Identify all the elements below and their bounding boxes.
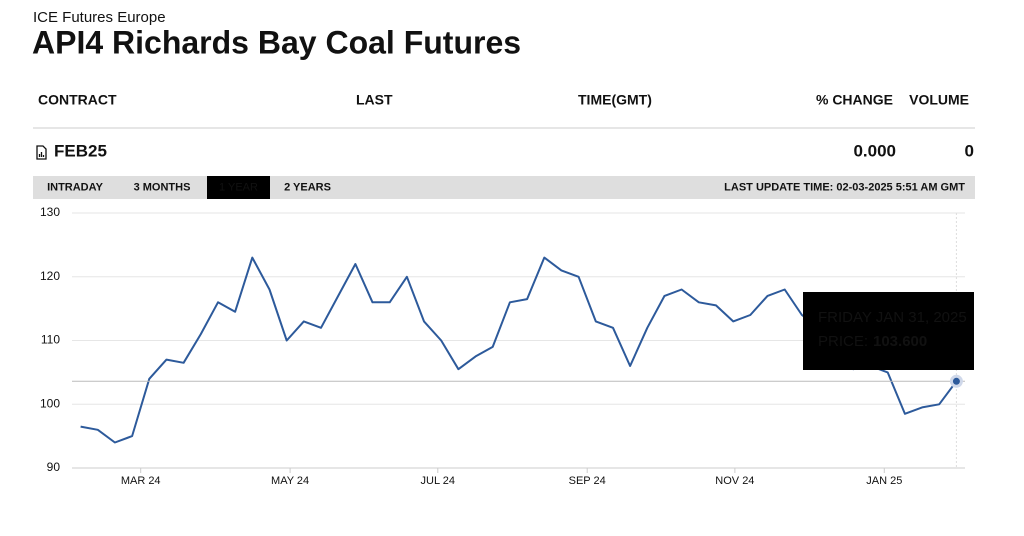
y-tick-label: 110 — [41, 333, 60, 347]
exchange: ICE Futures Europe — [33, 9, 166, 26]
file-icon — [36, 145, 47, 160]
tab-label[interactable]: 2 YEARS — [284, 181, 331, 193]
title: API4 Richards Bay Coal Futures — [32, 24, 521, 60]
tab-label[interactable]: INTRADAY — [47, 181, 103, 193]
x-tick-label: JUL 24 — [421, 475, 455, 487]
col-header: LAST — [356, 92, 393, 108]
col-header: VOLUME — [909, 92, 969, 108]
x-tick-label: MAR 24 — [121, 475, 161, 487]
y-tick-label: 120 — [40, 269, 60, 283]
x-tick-label: JAN 25 — [866, 475, 902, 487]
col-header: TIME(GMT) — [578, 92, 652, 108]
last-update: LAST UPDATE TIME: 02-03-2025 5:51 AM GMT — [724, 181, 965, 193]
tooltip-date: FRIDAY JAN 31, 2025 — [818, 309, 967, 326]
tooltip — [803, 292, 974, 370]
contract[interactable]: FEB25 — [54, 141, 107, 160]
x-tick-label: NOV 24 — [715, 475, 754, 487]
y-tick-label: 130 — [40, 205, 60, 219]
tooltip-value: 103.600 — [873, 333, 927, 350]
x-tick-label: SEP 24 — [569, 475, 606, 487]
tab-label[interactable]: 1 YEAR — [219, 181, 258, 193]
y-tick-label: 90 — [47, 460, 61, 474]
col-header: CONTRACT — [38, 92, 117, 108]
tooltip-label: PRICE: — [818, 333, 868, 350]
y-tick-label: 100 — [40, 396, 60, 410]
volume: 0 — [965, 141, 974, 160]
x-tick-label: MAY 24 — [271, 475, 309, 487]
hover-point — [949, 374, 963, 388]
col-header: % CHANGE — [816, 92, 893, 108]
tab[interactable] — [207, 176, 270, 199]
tab-label[interactable]: 3 MONTHS — [134, 181, 191, 193]
change: 0.000 — [853, 141, 896, 160]
